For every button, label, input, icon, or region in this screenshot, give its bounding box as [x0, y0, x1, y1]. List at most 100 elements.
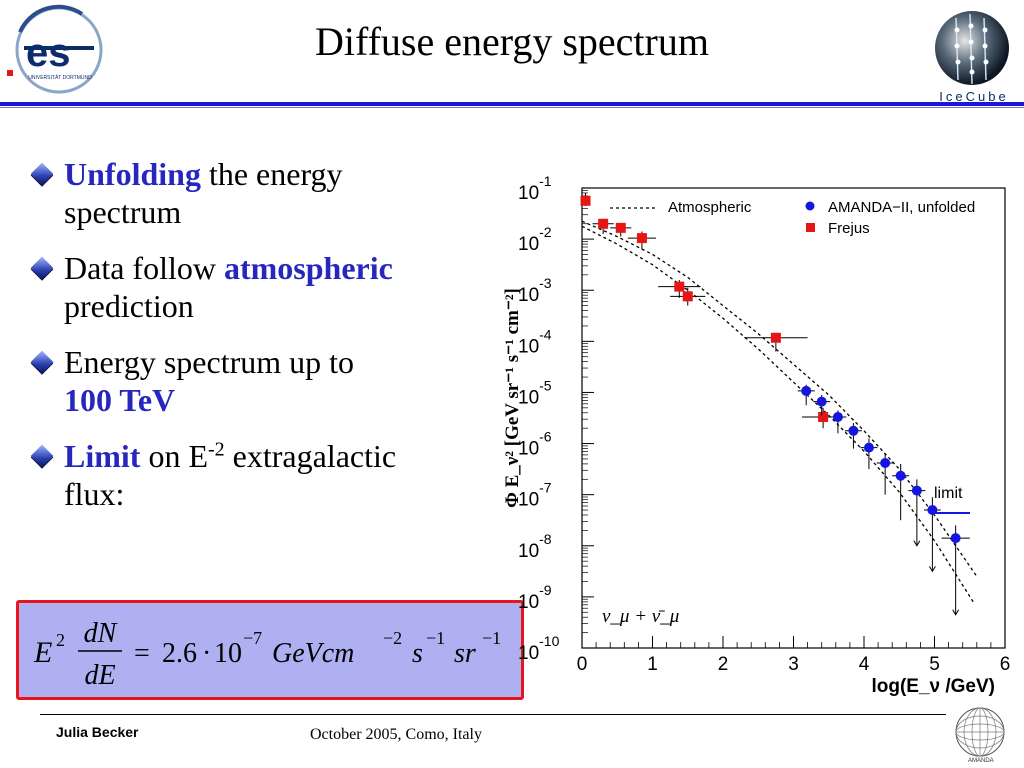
x-tick-label: 5 [929, 654, 940, 675]
bullet-4-line2: flux: [64, 476, 125, 512]
frejus-point [615, 222, 626, 233]
bullet-4: Limit on E-2 extragalactic flux: [28, 437, 508, 513]
slide-title: Diffuse energy spectrum [315, 19, 709, 64]
frejus-point [674, 281, 685, 292]
x-tick-label: 2 [718, 654, 729, 675]
plot-border [581, 187, 1006, 649]
formula-unit-2: s [412, 638, 423, 669]
axis-ticks: 0 1 2 3 4 5 6 10-1 10-2 10-3 10-4 10-5 10-6 10-7 10-8 1… [518, 173, 1010, 697]
x-tick-label: 1 [647, 654, 658, 675]
svg-text:es: es [26, 31, 71, 75]
footer-date: October 2005, Como, Italy [310, 726, 482, 743]
atmospheric-lower-curve [581, 225, 974, 603]
header-rule [0, 102, 1024, 106]
bullet-4-sup: -2 [207, 438, 225, 461]
bullet-2-line2: prediction [64, 288, 194, 324]
legend-frejus-label: Frejus [828, 220, 870, 237]
y-tick-label: 10-3 [518, 275, 552, 306]
frejus-point [580, 195, 591, 206]
bullet-2-text: Data follow [64, 250, 224, 286]
amanda-point [880, 457, 891, 468]
chart-annotation: ν_μ + ν̄_μ [602, 606, 679, 627]
amanda-arrow [952, 609, 960, 616]
y-axis-title: Φ E_ν² [GeV sr⁻¹ s⁻¹ cm⁻²] [502, 288, 523, 508]
bullet-1-highlight: Unfolding [64, 156, 201, 192]
y-tick-label: 10-9 [518, 582, 552, 613]
formula-unit-3-exp: −1 [482, 628, 501, 648]
x-tick-label: 6 [1000, 654, 1011, 675]
bullet-list: Unfolding the energy spectrum Data follo… [28, 155, 508, 531]
y-tick-label: 10-8 [518, 531, 552, 562]
amanda-arrow [913, 540, 921, 547]
formula-E: E [33, 636, 52, 669]
x-tick-label: 3 [788, 654, 799, 675]
chart-legend: Atmospheric AMANDA−II, unfolded Frejus limi… [602, 199, 975, 627]
amanda-point [895, 470, 906, 481]
formula-dot: · [202, 638, 211, 669]
frejus-point [818, 411, 829, 422]
y-tick-label: 10-6 [518, 429, 552, 460]
y-tick-label: 10-2 [518, 224, 552, 255]
atmospheric-upper-curve [581, 220, 978, 577]
y-tick-label: 10-10 [518, 633, 560, 664]
formula-unit-3: sr [454, 638, 476, 669]
formula-unit-1: GeVcm [272, 638, 354, 669]
formula-unit-1-exp: −2 [383, 628, 402, 648]
plot-frame [581, 187, 1006, 649]
frejus-point [598, 218, 609, 229]
data-points [580, 193, 970, 616]
formula-unit-2-exp: −1 [426, 628, 445, 648]
frejus-point [770, 332, 781, 343]
formula-base-exp: −7 [243, 628, 262, 648]
bullet-4-post: extragalactic [224, 438, 397, 474]
formula-equals: = [134, 638, 150, 669]
bullet-1-text: the energy [200, 156, 343, 192]
y-axis-label: Φ E_ν² [GeV sr⁻¹ s⁻¹ cm⁻²] [502, 288, 523, 508]
bullet-diamond-icon [30, 444, 54, 468]
bullet-3-text: Energy spectrum up to [64, 344, 355, 380]
icecube-logo-text: IceCube [939, 89, 1008, 104]
spectrum-chart: Φ E_ν² [GeV sr⁻¹ s⁻¹ cm⁻²] 0 1 2 3 4 5 6 10-1 10… [502, 173, 1010, 697]
bullet-diamond-icon [30, 162, 54, 186]
formula-E-exp: 2 [56, 630, 65, 650]
amanda-point [950, 533, 961, 544]
bullet-diamond-icon [30, 350, 54, 374]
amanda-logo-text: AMANDA [968, 758, 994, 764]
bullet-3-highlight: 100 TeV [64, 382, 176, 418]
footer-rule [40, 714, 946, 715]
x-tick-label: 0 [577, 654, 588, 675]
amanda-point [816, 396, 827, 407]
header-rule-thin [0, 107, 1024, 108]
formula-frac-den: dE [84, 660, 115, 691]
frejus-point [636, 233, 647, 244]
y-tick-label: 10-7 [518, 480, 552, 511]
formula-frac-num: dN [84, 618, 118, 649]
icecube-logo: IceCube [935, 11, 1009, 104]
university-logo-text: UNIVERSITÄT DORTMUND [28, 74, 92, 81]
bullet-4-highlight: Limit [64, 438, 141, 474]
x-tick-label: 4 [859, 654, 870, 675]
bullet-2: Data follow atmospheric prediction [28, 249, 508, 325]
legend-limit-label: limit [934, 485, 963, 502]
bullet-3: Energy spectrum up to 100 TeV [28, 343, 508, 419]
y-tick-label: 10-4 [518, 326, 552, 357]
amanda-point [832, 411, 843, 422]
frejus-point [682, 291, 693, 302]
footer-author: Julia Becker [56, 724, 139, 740]
amanda-arrow [928, 566, 936, 573]
amanda-point [801, 385, 812, 396]
x-axis-title: log(E_ν /GeV) [871, 676, 995, 697]
bullet-1: Unfolding the energy spectrum [28, 155, 508, 231]
bullet-2-highlight: atmospheric [223, 250, 393, 286]
bullet-4-text: on E [140, 438, 208, 474]
formula-coef: 2.6 [162, 638, 197, 669]
amanda-point [911, 485, 922, 496]
bullet-1-line2: spectrum [64, 194, 182, 230]
bullet-diamond-icon [30, 256, 54, 280]
legend-atmospheric-label: Atmospheric [668, 199, 752, 216]
y-tick-label: 10-1 [518, 173, 552, 204]
amanda-logo: AMANDA [955, 707, 1005, 764]
amanda-point [863, 442, 874, 453]
formula-box [16, 600, 524, 700]
y-tick-label: 10-5 [518, 377, 552, 408]
